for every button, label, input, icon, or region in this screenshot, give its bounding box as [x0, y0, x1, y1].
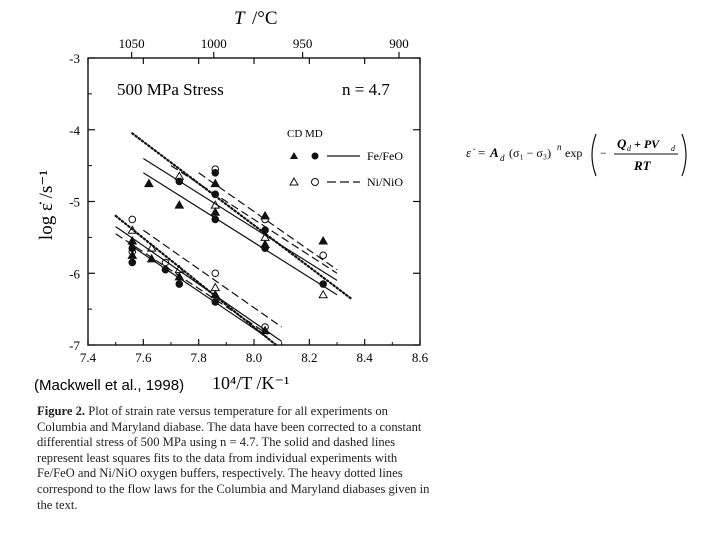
plot-frame — [87, 57, 421, 346]
source-credit: (Mackwell et al., 1998) — [33, 377, 186, 394]
data-point — [261, 215, 269, 224]
data-point — [261, 323, 269, 331]
eq-left-paren — [591, 133, 597, 177]
data-point — [211, 165, 220, 174]
y-tick-label: -6 — [69, 266, 80, 281]
eq-num-sub: d — [627, 144, 632, 153]
eq-prefactor-sub: d — [500, 153, 505, 163]
data-point — [128, 215, 137, 224]
data-point — [318, 235, 329, 245]
data-point — [211, 190, 220, 199]
top-axis-symbol: T — [234, 8, 246, 29]
caption-label: Figure 2. — [37, 404, 86, 418]
x-tick-label: 7.4 — [80, 350, 97, 365]
data-point — [318, 289, 329, 299]
top-tick-label: 1000 — [201, 36, 227, 51]
top-axis-unit: /°C — [252, 8, 278, 29]
eq-exp: exp — [565, 146, 582, 160]
legend-cd-ni-marker — [289, 176, 299, 186]
top-tick-label: 950 — [293, 36, 313, 51]
fit-line — [170, 165, 338, 274]
eq-numerator: Q — [617, 136, 627, 151]
legend: CD MD Fe/FeO Ni/NiO — [287, 128, 403, 189]
y-tick-label: -4 — [69, 123, 80, 138]
y-tick-label: -5 — [69, 195, 80, 210]
eq-right-paren — [681, 133, 687, 177]
eq-prefactor: A — [489, 145, 499, 160]
chart-annotation: n = 4.7 — [342, 80, 390, 99]
data-point — [174, 264, 185, 274]
x-axis-label: 10⁴/T /K⁻¹ — [212, 373, 289, 393]
chart-title: 500 MPa Stress — [117, 80, 224, 99]
data-point — [161, 258, 170, 267]
top-tick-label: 900 — [389, 36, 409, 51]
top-tick-label: 1050 — [119, 36, 145, 51]
legend-md-fe-marker — [311, 152, 319, 160]
data-points — [127, 165, 329, 335]
fit-line — [143, 172, 338, 296]
eq-lhs: ε̇ — [466, 145, 475, 160]
x-tick-label: 8.0 — [246, 350, 262, 365]
legend-cd-fe-marker — [290, 152, 298, 159]
data-point — [174, 200, 185, 209]
x-tick-label: 8.6 — [412, 350, 429, 365]
data-point — [210, 289, 221, 299]
data-point — [144, 178, 154, 188]
data-point — [319, 280, 327, 288]
fit-line — [142, 229, 283, 328]
caption-text: Plot of strain rate versus temperature f… — [37, 404, 430, 512]
fit-lines — [114, 132, 352, 347]
data-point — [210, 178, 221, 188]
data-point — [210, 200, 221, 209]
legend-header: CD MD — [287, 128, 323, 140]
y-tick-label: -3 — [69, 51, 80, 66]
eq-equals: = — [478, 145, 485, 160]
y-axis-ticks: -3 -4 -5 -6 -7 — [69, 51, 420, 353]
flow-law-line — [131, 132, 352, 300]
x-tick-label: 7.8 — [191, 350, 207, 365]
x-tick-label: 8.4 — [357, 350, 374, 365]
data-point — [161, 265, 170, 274]
data-point — [175, 280, 184, 288]
data-point — [211, 298, 220, 306]
y-tick-label: -7 — [69, 338, 80, 353]
data-point — [146, 243, 157, 252]
x-tick-label: 7.6 — [135, 350, 152, 365]
top-axis-ticks: 1050 1000 950 900 — [119, 36, 409, 58]
data-point — [260, 232, 270, 241]
data-point — [319, 251, 327, 260]
data-point — [211, 269, 220, 278]
eq-exponent: n — [557, 142, 562, 152]
data-point — [174, 171, 185, 180]
legend-fe-label: Fe/FeO — [367, 149, 403, 163]
flow-law-line — [114, 214, 278, 347]
data-point — [128, 247, 137, 256]
legend-ni-label: Ni/NiO — [367, 175, 403, 189]
x-tick-label: 8.2 — [301, 350, 317, 365]
eq-num-sub2: d — [671, 144, 676, 153]
legend-md-ni-marker — [311, 178, 319, 186]
fit-line — [115, 233, 269, 335]
eq-denominator: RT — [633, 158, 652, 173]
data-point — [210, 207, 221, 216]
figure-caption: Figure 2. Plot of strain rate versus tem… — [37, 404, 437, 513]
fit-line — [115, 226, 283, 342]
data-point — [127, 235, 138, 245]
eq-stress: (σ₁ − σ₃) — [509, 146, 551, 160]
data-point — [174, 271, 185, 281]
flow-law-equation: ε̇ = A d (σ₁ − σ₃) n exp − Q d + PV d RT — [466, 133, 687, 177]
data-point — [146, 253, 157, 263]
data-point — [127, 225, 138, 234]
eq-minus: − — [600, 146, 607, 160]
x-axis-ticks: 7.4 7.6 7.8 8.0 8.2 8.4 8.6 — [80, 58, 429, 365]
y-axis-label: log ε̇ /s⁻¹ — [36, 170, 57, 240]
data-point — [128, 258, 137, 267]
data-point — [210, 282, 221, 292]
data-point — [211, 215, 220, 224]
eq-num-plus: + PV — [634, 137, 660, 151]
data-point — [261, 244, 269, 252]
